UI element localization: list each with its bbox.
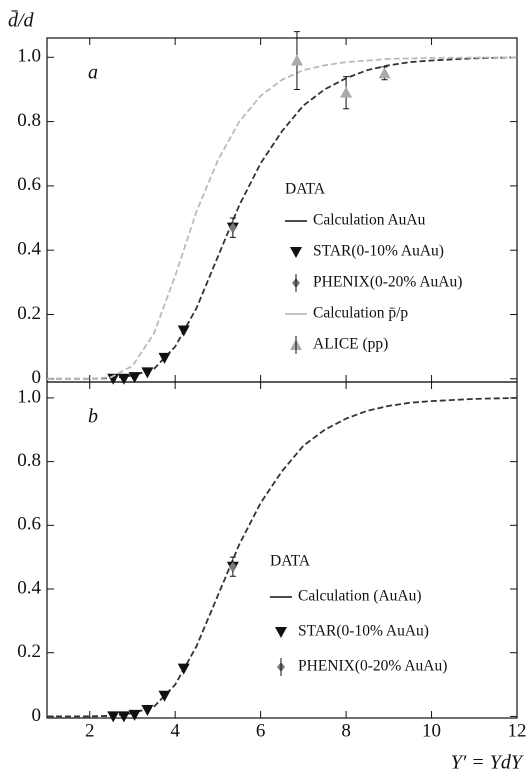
y-tick-label: 0.8 <box>17 110 41 131</box>
x-tick-label: 2 <box>85 720 95 741</box>
data-point <box>141 367 154 379</box>
data-point <box>177 325 190 337</box>
legend-label: PHENIX(0-20% AuAu) <box>313 274 462 291</box>
y-axis-label: d̄/d <box>8 10 35 32</box>
legend-label: PHENIX(0-20% AuAu) <box>298 658 447 675</box>
data-point <box>117 711 130 723</box>
data-point <box>177 663 190 675</box>
y-tick-label: 1.0 <box>17 46 41 67</box>
legend-marker <box>275 627 287 638</box>
data-point <box>117 373 130 385</box>
data-point <box>128 709 141 721</box>
curve <box>47 56 518 380</box>
data-point <box>340 86 353 98</box>
data-point <box>378 67 391 79</box>
x-tick-label: 4 <box>170 720 180 741</box>
data-point <box>158 690 171 702</box>
y-tick-label: 0.2 <box>17 303 41 324</box>
panel-label: b <box>88 406 98 428</box>
panel-label: a <box>88 62 98 84</box>
legend-marker <box>290 247 302 258</box>
curve <box>47 397 518 718</box>
x-tick-label: 8 <box>341 720 351 741</box>
data-point <box>128 372 141 384</box>
y-tick-label: 1.0 <box>17 386 41 407</box>
legend-label: ALICE (pp) <box>313 336 388 353</box>
x-tick-label: 10 <box>422 720 441 741</box>
legend-label: Calculation AuAu <box>313 212 426 229</box>
x-tick-label: 12 <box>508 720 527 741</box>
plot-frame <box>46 37 518 383</box>
y-tick-label: 0.6 <box>17 174 41 195</box>
y-tick-label: 0.4 <box>17 239 41 260</box>
y-tick-label: 0 <box>32 367 42 388</box>
data-point <box>158 352 171 364</box>
y-tick-label: 0.2 <box>17 641 41 662</box>
x-axis-label: Y′ = YdY <box>451 752 524 774</box>
curve <box>47 56 518 380</box>
data-point <box>228 561 237 572</box>
legend-label: STAR(0-10% AuAu) <box>313 243 444 260</box>
data-point <box>141 705 154 717</box>
legend-label: Calculation p̄/p <box>313 305 408 322</box>
y-tick-label: 0.8 <box>17 450 41 471</box>
y-tick-label: 0.6 <box>17 514 41 535</box>
data-point <box>228 222 237 233</box>
x-tick-label: 6 <box>256 720 266 741</box>
data-point <box>290 54 303 66</box>
legend-label: STAR(0-10% AuAu) <box>298 623 429 640</box>
data-point <box>107 711 120 723</box>
legend-title: DATA <box>270 553 311 570</box>
legend-title: DATA <box>285 181 326 198</box>
plot-frame <box>46 381 518 719</box>
legend-label: Calculation (AuAu) <box>298 588 422 605</box>
y-tick-label: 0 <box>32 705 42 726</box>
y-tick-label: 0.4 <box>17 577 41 598</box>
